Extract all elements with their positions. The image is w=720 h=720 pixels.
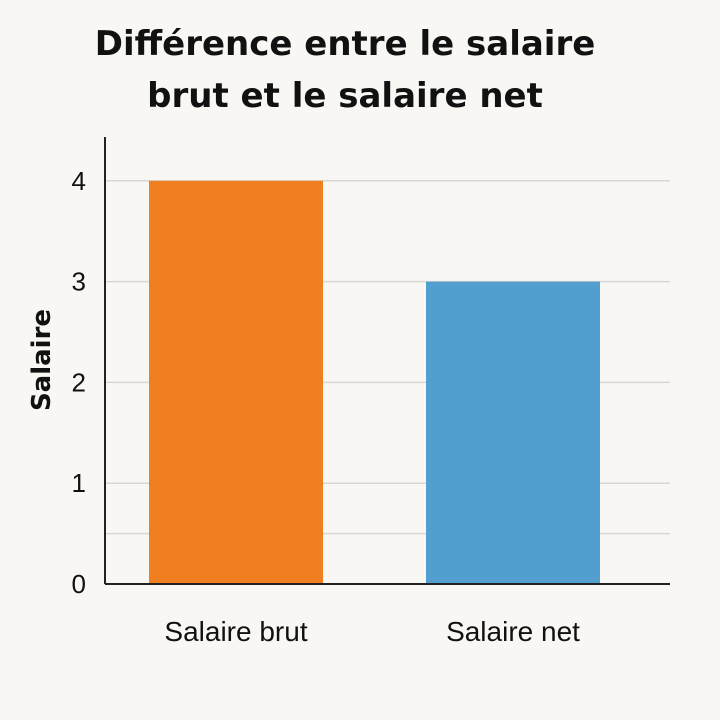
x-tick-labels: Salaire brut Salaire net [164,616,580,647]
bars [149,180,600,585]
y-tick-label: 1 [72,468,86,498]
y-axis-label: Salaire [27,309,57,411]
chart-title: Différence entre le salaire brut et le s… [0,18,690,122]
x-category-label: Salaire net [446,616,580,647]
y-tick-label: 3 [72,267,86,297]
y-tick-labels: 0 1 2 3 4 [72,166,86,599]
y-tick-label: 4 [72,166,86,196]
axes [104,137,670,585]
y-tick-label: 0 [72,569,86,599]
bar-salaire-brut [149,180,323,585]
bar-salaire-net [426,281,600,584]
chart-title-line-1: Différence entre le salaire [94,24,596,64]
chart-title-line-2: brut et le salaire net [147,76,543,116]
x-category-label: Salaire brut [164,616,307,647]
y-tick-label: 2 [72,367,86,397]
